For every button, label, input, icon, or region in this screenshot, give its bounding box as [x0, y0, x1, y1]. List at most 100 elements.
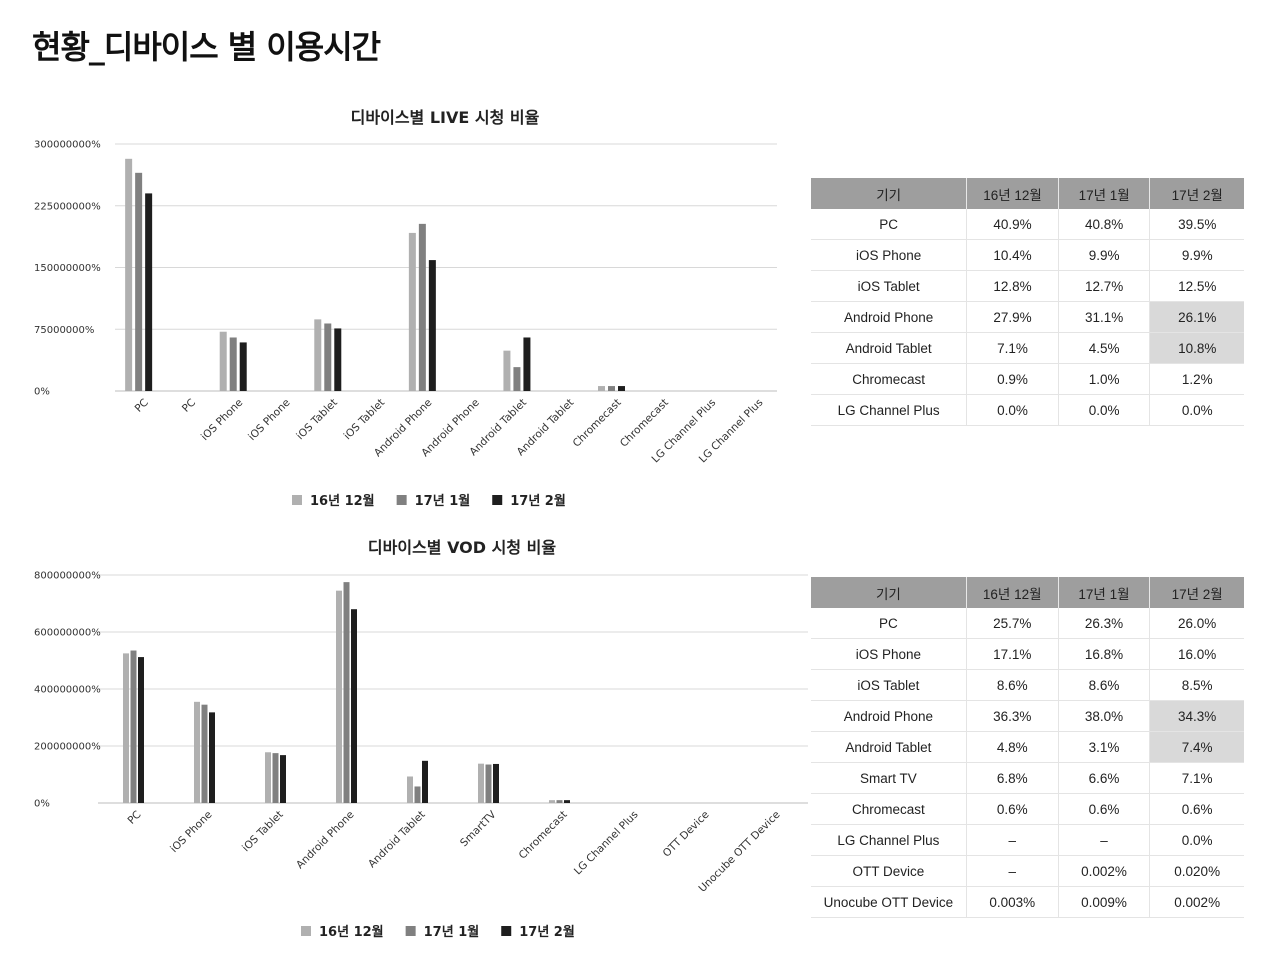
live-bar: [135, 172, 143, 391]
live-y-tick-label: 300000000%: [34, 140, 101, 151]
vod-category-label: iOS Phone: [168, 809, 214, 855]
live-bar: [324, 323, 332, 391]
vod-bar: [564, 800, 570, 803]
vod-category-label: Android Phone: [294, 809, 357, 872]
live-table-cell: 9.9%: [1149, 239, 1244, 271]
live-table-cell: 40.8%: [1058, 209, 1151, 240]
vod-table-row: Chromecast 0.6% 0.6% 0.6%: [811, 793, 1244, 825]
live-table-cell: 39.5%: [1149, 209, 1244, 240]
live-category-label: iOS Tablet: [342, 397, 388, 443]
vod-category-label: iOS Tablet: [240, 809, 286, 855]
vod-table-row: LG Channel Plus – –0.0%: [811, 824, 1244, 856]
live-table-cell: Android Tablet: [811, 332, 968, 364]
live-table-cell: 0.0%: [966, 394, 1059, 426]
vod-category-label: PC: [125, 809, 143, 827]
vod-bar: [272, 753, 279, 803]
live-table-cell: 40.9%: [966, 209, 1059, 240]
live-category-label: PC: [180, 397, 198, 415]
vod-table-cell: OTT Device: [811, 855, 967, 887]
vod-category-label: Chromecast: [517, 809, 570, 862]
live-bar: [503, 350, 511, 391]
vod-bar: [556, 800, 563, 803]
live-legend-swatch: [396, 495, 407, 505]
vod-table-header-cell: 기기: [811, 577, 967, 608]
vod-table-header-cell: 17년 1월: [1058, 577, 1151, 608]
vod-table-cell: 3.1%: [1058, 731, 1151, 763]
live-table-cell: 10.4%: [966, 239, 1059, 271]
live-share-table: 기기 16년 12월 17년 1월 17년 2월 PC 40.9% 40.8% 39.5% iO…: [811, 178, 1244, 426]
live-table-cell: 31.1%: [1058, 301, 1151, 333]
vod-table-cell: 16.0%: [1149, 638, 1244, 670]
live-table-cell: 9.9%: [1058, 239, 1151, 271]
live-table-cell: 4.5%: [1058, 332, 1151, 364]
live-table-cell: 1.0%: [1058, 363, 1151, 395]
vod-bar: [123, 653, 129, 803]
vod-legend-label: 16년 12월: [319, 924, 384, 940]
vod-table-cell: 8.6%: [966, 669, 1059, 701]
vod-table-cell: 34.3%: [1149, 700, 1244, 732]
vod-chart-title: 디바이스별 VOD 시청 비율: [368, 538, 556, 557]
vod-bar: [493, 763, 499, 803]
live-legend-swatch: [492, 495, 503, 505]
vod-bar: [336, 590, 342, 803]
live-table-cell: 0.0%: [1058, 394, 1151, 426]
vod-legend-swatch: [405, 926, 416, 936]
live-bar: [314, 319, 322, 391]
vod-table-cell: 6.8%: [966, 762, 1059, 794]
live-table-row: Android Phone 27.9% 31.1% 26.1%: [811, 301, 1244, 333]
live-legend-label: 17년 2월: [510, 493, 566, 509]
vod-y-tick-label: 0%: [34, 799, 50, 810]
live-table-header-cell: 17년 2월: [1149, 178, 1244, 209]
live-table-cell: iOS Phone: [811, 239, 968, 271]
vod-table-cell: 38.0%: [1058, 700, 1151, 732]
vod-category-label: Android Tablet: [366, 809, 428, 871]
live-table-cell: 7.1%: [966, 332, 1059, 364]
vod-table-cell: Smart TV: [811, 762, 967, 794]
live-bar: [408, 232, 416, 391]
vod-table-cell: iOS Tablet: [811, 669, 967, 701]
vod-table-cell: 0.002%: [1058, 855, 1151, 887]
vod-bar: [194, 701, 200, 803]
live-table-header-cell: 기기: [811, 178, 968, 209]
vod-table-cell: Android Tablet: [811, 731, 967, 763]
live-bar: [618, 386, 625, 391]
live-table-header-cell: 17년 1월: [1058, 178, 1151, 209]
live-table-row: Android Tablet 7.1% 4.5% 10.8%: [811, 332, 1244, 364]
vod-bar: [485, 764, 492, 803]
vod-table-cell: 36.3%: [966, 700, 1059, 732]
vod-table-row: OTT Device –0.002% 0.020%: [811, 855, 1244, 887]
live-bar: [125, 158, 133, 391]
live-category-label: iOS Tablet: [294, 397, 340, 443]
vod-table-cell: Unocube OTT Device: [811, 886, 967, 918]
vod-table-cell: –: [1058, 824, 1151, 856]
vod-legend-label: 17년 1월: [424, 924, 480, 940]
vod-table-cell: LG Channel Plus: [811, 824, 967, 856]
vod-y-tick-label: 200000000%: [34, 742, 101, 753]
live-legend-swatch: [292, 495, 302, 505]
page-title: 현황_디바이스 별 이용시간: [32, 28, 381, 66]
vod-bar: [414, 786, 421, 803]
vod-table-row: Android Phone 36.3% 38.0% 34.3%: [811, 700, 1244, 732]
vod-table-cell: 4.8%: [966, 731, 1059, 763]
vod-table-cell: 7.1%: [1149, 762, 1244, 794]
vod-category-label: Unocube OTT Device: [696, 809, 782, 895]
live-table-cell: 12.5%: [1149, 270, 1244, 302]
vod-table-cell: 6.6%: [1058, 762, 1151, 794]
vod-bar: [478, 763, 484, 803]
vod-table-cell: 8.5%: [1149, 669, 1244, 701]
vod-bar: [209, 712, 215, 803]
vod-table-cell: iOS Phone: [811, 638, 967, 670]
vod-table-cell: 8.6%: [1058, 669, 1151, 701]
vod-table-cell: PC: [811, 608, 967, 639]
live-table-row: LG Channel Plus 0.0% 0.0% 0.0%: [811, 394, 1244, 426]
live-table-header-cell: 16년 12월: [966, 178, 1059, 209]
vod-bar: [265, 752, 271, 803]
vod-table-cell: 25.7%: [966, 608, 1059, 639]
live-bar: [239, 342, 247, 391]
live-table-cell: Android Phone: [811, 301, 968, 333]
vod-chart: 디바이스별 VOD 시청 비율 0% 200000000% 400000000% 600…: [34, 538, 808, 940]
live-table-cell: 0.9%: [966, 363, 1059, 395]
vod-table-cell: 0.003%: [966, 886, 1059, 918]
vod-table-row: iOS Phone 17.1% 16.8% 16.0%: [811, 638, 1244, 670]
live-table-row: iOS Tablet 12.8% 12.7% 12.5%: [811, 270, 1244, 302]
